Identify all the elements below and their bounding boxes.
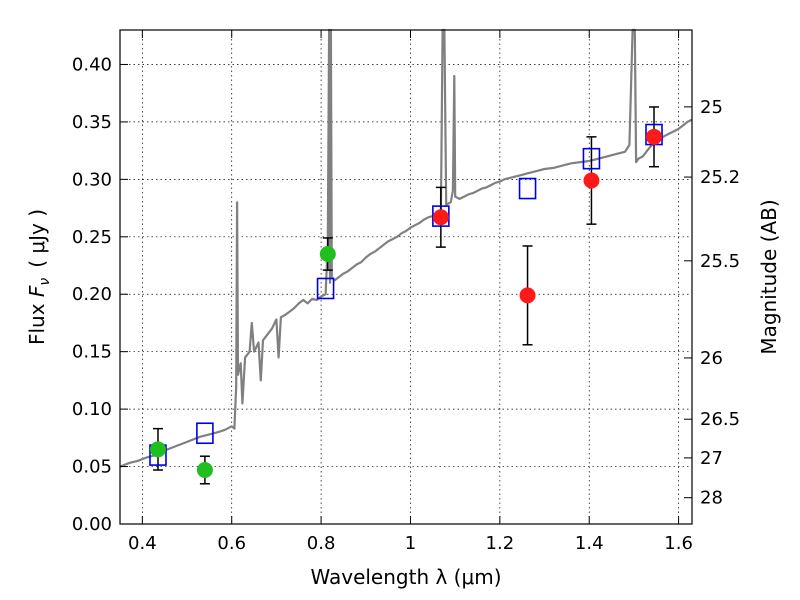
y-tick-label: 0.25 [72,227,112,248]
y-tick-label: 0.05 [72,457,112,478]
blue-square-marker [582,147,601,170]
red-circle-marker [646,128,663,145]
x-tick-label: 1 [405,533,416,554]
y-tick-label: 0.00 [72,514,112,535]
plot-frame [119,29,693,525]
blue-square-marker [432,205,450,227]
y-tick-label: 0.35 [72,112,112,133]
y-tick-label: 0.40 [72,54,112,75]
x-tick-label: 0.4 [128,533,157,554]
error-bars [152,106,660,485]
y-axis-label-subscript: ν [37,278,53,286]
y-axis-label-left: Flux Fν ( μJy ) [25,209,53,345]
model-spectrum [119,28,693,468]
blue-square-marker [196,422,214,445]
right-tick-label: 25.2 [700,167,740,188]
photometry-markers [149,106,663,485]
right-tick-label: 26 [700,348,723,369]
y-tick-label: 0.20 [72,284,112,305]
right-tick-label: 25 [700,97,723,118]
x-axis-label: Wavelength λ (μm) [310,565,501,589]
grid-lines [120,30,692,525]
y-tick-label: 0.15 [72,342,112,363]
green-circle-marker [319,246,336,263]
y-tick-label: 0.10 [72,399,112,420]
blue-square-marker [316,277,335,300]
model-spectrum-line [119,28,693,468]
green-circle-marker [196,462,213,479]
y-axis-label-symbol: F [25,285,49,297]
y-tick-label: 0.30 [72,169,112,190]
red-circle-marker [519,287,536,304]
x-tick-label: 1.4 [575,533,604,554]
y-axis-label-prefix: Flux [25,297,49,345]
x-tick-label: 1.2 [486,533,515,554]
green-circle-marker [149,441,166,458]
axes [119,29,693,525]
red-circle-marker [432,209,449,226]
blue-square-marker [518,177,537,200]
right-tick-label: 25.5 [700,251,740,272]
x-tick-label: 0.8 [307,533,336,554]
right-tick-label: 27 [700,448,723,469]
red-circle-marker [583,172,600,189]
ticks: 0.4 0.6 0.8 1 1.2 1.4 1.6 0.00 0.05 0.10 0.15 0.20 0… [72,30,740,554]
y-axis-label-right: Magnitude (AB) [757,199,781,354]
y-axis-label-units: ( μJy ) [25,209,49,268]
x-tick-label: 1.6 [664,533,693,554]
x-tick-label: 0.6 [217,533,246,554]
right-tick-label: 26.5 [700,409,740,430]
right-tick-label: 28 [700,488,723,509]
